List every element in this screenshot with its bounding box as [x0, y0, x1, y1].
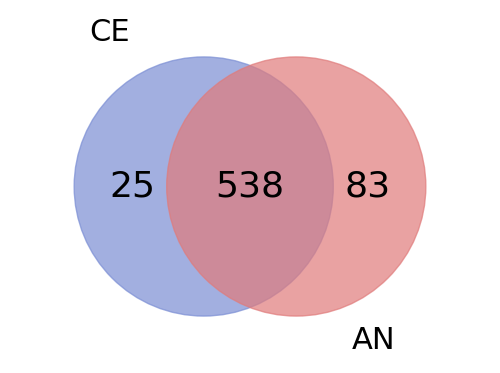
Circle shape: [166, 57, 426, 316]
Text: 538: 538: [216, 169, 284, 204]
Circle shape: [74, 57, 334, 316]
Text: 83: 83: [344, 169, 391, 204]
Text: CE: CE: [90, 18, 130, 47]
Text: 25: 25: [110, 169, 156, 204]
Text: AN: AN: [352, 326, 396, 355]
